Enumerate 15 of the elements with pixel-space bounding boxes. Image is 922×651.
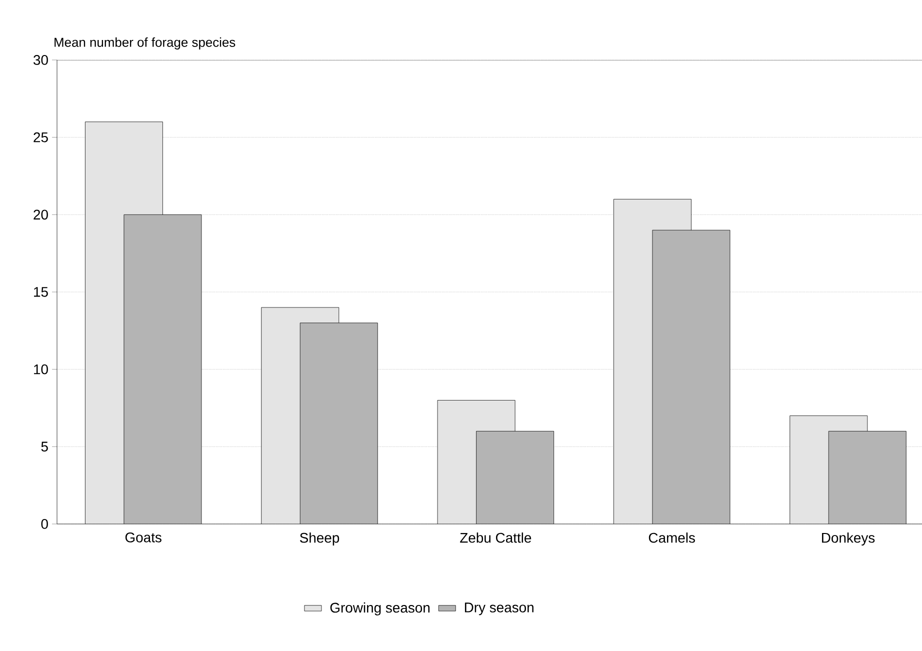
x-tick-label: Camels: [648, 532, 695, 543]
y-axis-title: Mean number of forage species: [54, 37, 236, 50]
y-tick-label: 0: [41, 519, 48, 529]
legend-label: Dry season: [464, 602, 534, 616]
x-tick-label: Goats: [125, 532, 162, 542]
y-tick-label: 20: [34, 210, 48, 220]
y-tick-label: 10: [34, 364, 48, 374]
y-tick-label: 25: [34, 132, 48, 142]
legend-label: Growing season: [330, 602, 430, 616]
y-tick-label: 30: [34, 55, 48, 65]
x-tick-label: Donkeys: [822, 532, 875, 546]
y-tick-label: 5: [41, 442, 48, 452]
x-tick-label: Zebu Cattle: [460, 532, 532, 543]
x-tick-label: Sheep: [300, 532, 340, 546]
y-tick-label: 15: [34, 287, 48, 297]
